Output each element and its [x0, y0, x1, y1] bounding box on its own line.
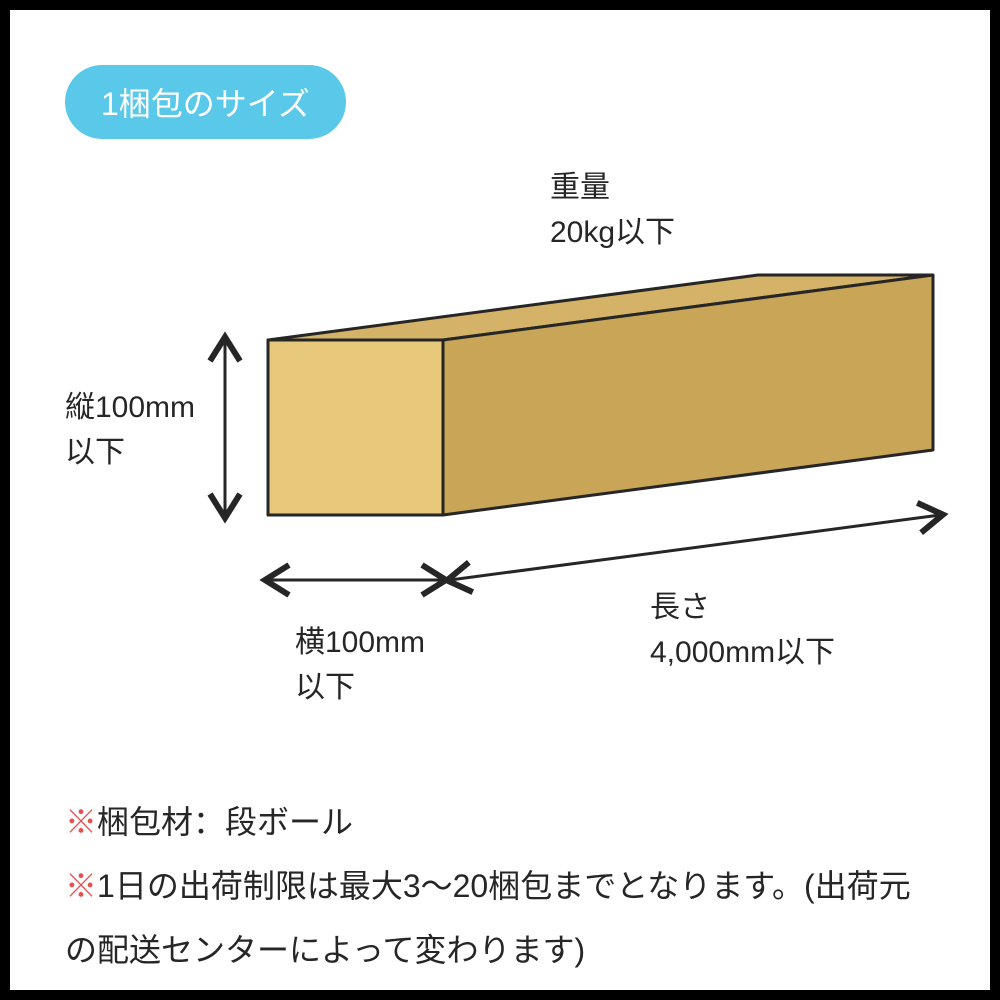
notes-block: ※梱包材：段ボール ※1日の出荷制限は最大3〜20梱包までとなります。(出荷元の…: [65, 790, 935, 982]
weight-label-l2: 20kg以下: [550, 210, 675, 255]
length-label: 長さ 4,000mm以下: [650, 585, 835, 675]
note-1: ※梱包材：段ボール: [65, 790, 935, 854]
length-label-l1: 長さ: [650, 585, 835, 630]
outer-frame: 1梱包のサイズ 重量 20kg以下: [0, 0, 1000, 1000]
box-front-face: [268, 340, 443, 515]
note-2-text: 1日の出荷制限は最大3〜20梱包までとなります。(出荷元の配送センターによって変…: [65, 868, 911, 968]
note-2: ※1日の出荷制限は最大3〜20梱包までとなります。(出荷元の配送センターによって…: [65, 854, 935, 982]
note-1-prefix: ※: [65, 804, 97, 840]
note-2-prefix: ※: [65, 868, 97, 904]
length-arrow: [450, 515, 940, 580]
weight-label-l1: 重量: [550, 165, 675, 210]
weight-label: 重量 20kg以下: [550, 165, 675, 255]
width-label-l1: 横100mm: [295, 620, 425, 665]
height-label-l1: 縦100mm: [65, 385, 195, 430]
width-label: 横100mm 以下: [295, 620, 425, 710]
note-1-text: 梱包材：段ボール: [97, 804, 353, 840]
height-label-l2: 以下: [65, 430, 195, 475]
package-box: [268, 275, 933, 515]
box-diagram: [10, 10, 990, 750]
height-label: 縦100mm 以下: [65, 385, 195, 475]
length-label-l2: 4,000mm以下: [650, 630, 835, 675]
width-label-l2: 以下: [295, 665, 425, 710]
